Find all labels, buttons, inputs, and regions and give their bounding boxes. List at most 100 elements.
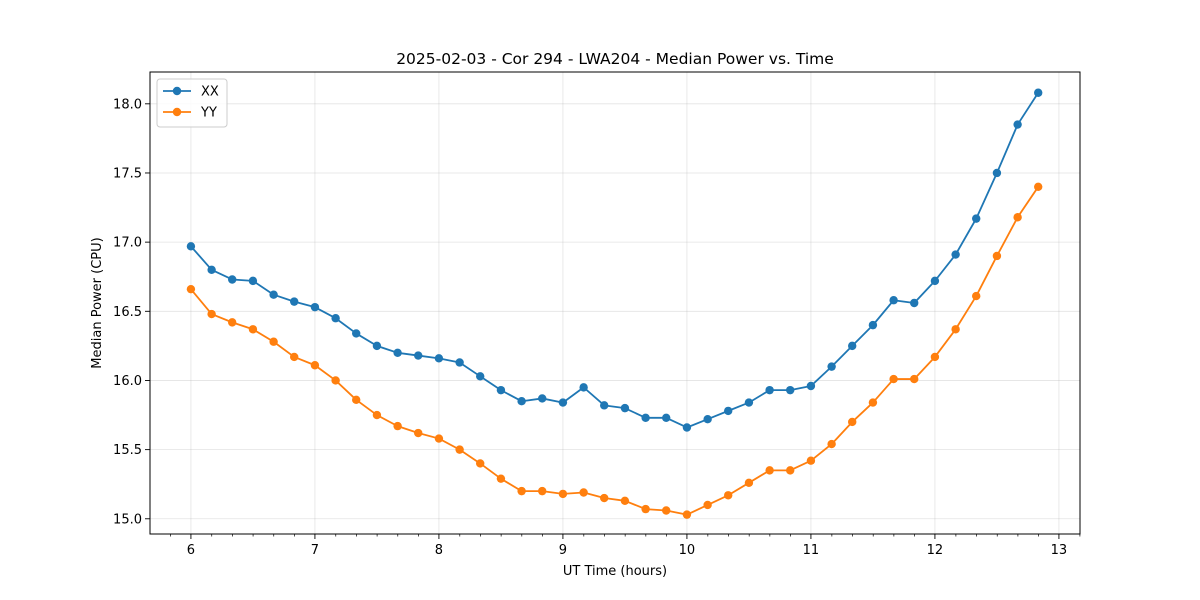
data-point-xx — [806, 381, 816, 391]
data-point-xx — [517, 397, 526, 406]
data-point-yy — [744, 478, 754, 488]
data-point-xx — [889, 296, 898, 305]
data-point-yy — [455, 445, 464, 454]
data-point-yy — [579, 488, 588, 497]
data-point-xx — [248, 276, 258, 286]
data-point-xx — [558, 398, 568, 407]
data-point-yy — [662, 506, 671, 515]
x-tick-label: 6 — [187, 543, 195, 558]
data-point-xx — [786, 385, 795, 395]
data-point-xx — [662, 413, 671, 423]
data-point-xx — [393, 348, 402, 357]
data-point-xx — [682, 423, 692, 432]
legend-marker-xx — [172, 86, 182, 96]
data-point-xx — [207, 265, 216, 274]
data-point-xx — [290, 297, 299, 306]
x-tick-label: 7 — [311, 543, 319, 558]
data-point-yy — [724, 491, 733, 500]
y-tick-label: 15.5 — [113, 443, 142, 458]
data-point-yy — [765, 466, 774, 475]
data-point-xx — [496, 385, 506, 395]
data-point-yy — [889, 374, 898, 384]
data-point-yy — [641, 504, 650, 514]
data-point-yy — [910, 374, 919, 384]
data-point-yy — [1034, 182, 1043, 192]
data-point-yy — [207, 309, 216, 319]
data-point-yy — [558, 489, 568, 499]
data-point-yy — [868, 398, 878, 407]
data-point-yy — [414, 428, 423, 438]
legend-label-yy: YY — [200, 106, 217, 121]
data-point-xx — [331, 314, 340, 323]
data-point-yy — [620, 496, 630, 505]
data-point-yy — [992, 251, 1002, 261]
data-point-xx — [352, 329, 361, 338]
data-point-yy — [290, 352, 299, 362]
y-tick-label: 18.0 — [113, 97, 142, 112]
data-point-xx — [868, 320, 878, 330]
plot-frame — [149, 71, 1081, 535]
data-point-xx — [744, 398, 754, 407]
data-point-yy — [228, 318, 237, 327]
data-point-xx — [600, 401, 609, 410]
data-point-xx — [972, 214, 981, 223]
data-point-xx — [538, 394, 547, 403]
y-tick-label: 16.0 — [113, 374, 142, 389]
data-point-xx — [579, 383, 588, 392]
tick-layer: 6 7 8 9 10 11 12 13 15.0 15.5 16.0 16.5 17.0 17.5 18.0 — [113, 97, 1081, 558]
data-point-yy — [972, 291, 981, 301]
data-point-yy — [827, 439, 836, 449]
y-tick-label: 15.0 — [113, 512, 142, 527]
grid-layer — [150, 72, 1080, 534]
data-point-xx — [269, 290, 278, 299]
data-point-xx — [476, 372, 485, 381]
data-point-xx — [372, 341, 382, 351]
data-point-yy — [393, 421, 402, 431]
x-tick-label: 10 — [679, 543, 696, 558]
data-point-xx — [1013, 120, 1022, 129]
data-point-xx — [724, 406, 733, 416]
data-point-yy — [434, 434, 444, 443]
data-point-xx — [1034, 88, 1043, 97]
data-point-xx — [992, 168, 1002, 178]
data-point-yy — [310, 361, 320, 370]
data-point-yy — [517, 486, 526, 496]
y-axis-label: Median Power (CPU) — [90, 237, 105, 368]
data-point-yy — [496, 474, 506, 483]
data-point-yy — [600, 493, 609, 503]
data-point-xx — [703, 414, 712, 424]
data-point-xx — [930, 276, 940, 286]
data-point-xx — [186, 242, 196, 251]
x-tick-label: 12 — [927, 543, 944, 558]
data-point-xx — [641, 413, 650, 423]
series-layer — [186, 88, 1043, 519]
legend-label-xx: XX — [201, 85, 219, 100]
data-point-xx — [310, 302, 320, 312]
data-point-yy — [703, 500, 712, 510]
data-point-yy — [951, 325, 960, 334]
data-point-yy — [186, 284, 196, 294]
data-point-yy — [930, 352, 940, 362]
legend-marker-yy — [172, 107, 182, 117]
x-tick-label: 13 — [1051, 543, 1068, 558]
data-point-xx — [848, 341, 857, 351]
data-point-yy — [372, 410, 382, 420]
data-point-xx — [910, 298, 919, 308]
data-point-yy — [786, 466, 795, 475]
x-tick-label: 11 — [803, 543, 820, 558]
data-point-yy — [269, 337, 278, 346]
data-point-xx — [620, 403, 630, 413]
y-tick-label: 16.5 — [113, 305, 142, 320]
x-tick-label: 9 — [559, 543, 567, 558]
data-point-xx — [228, 275, 237, 284]
data-point-yy — [248, 325, 258, 334]
x-axis-label: UT Time (hours) — [563, 564, 667, 579]
data-point-yy — [1013, 213, 1022, 222]
data-point-yy — [352, 395, 361, 405]
y-tick-label: 17.5 — [113, 166, 142, 181]
data-point-xx — [414, 351, 423, 360]
data-point-yy — [476, 459, 485, 468]
legend: XX YY — [156, 78, 228, 128]
data-point-xx — [951, 250, 960, 259]
